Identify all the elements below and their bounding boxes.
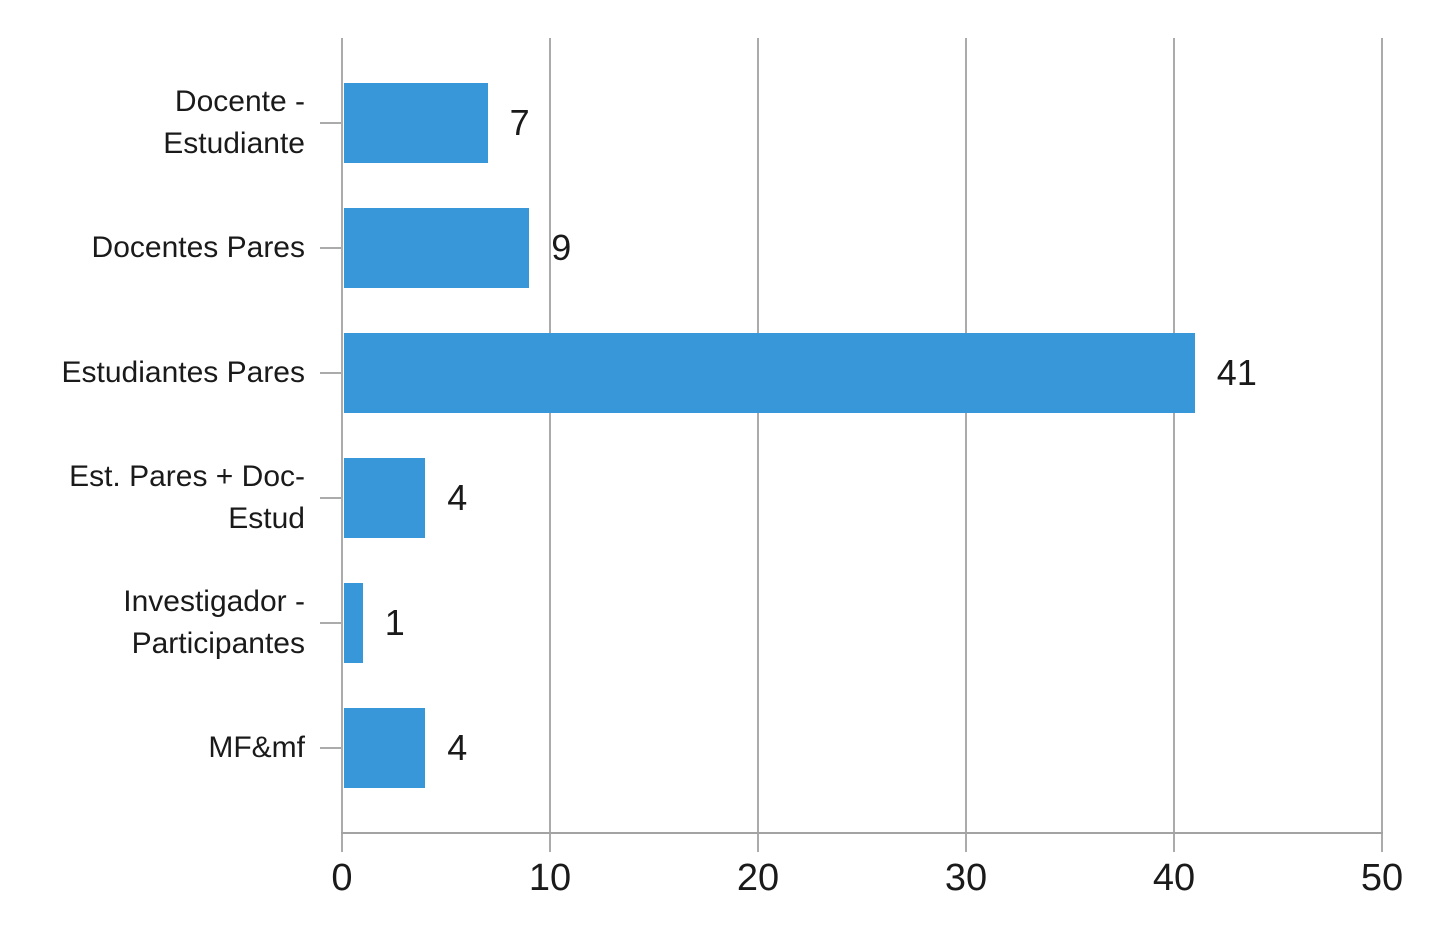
bar-value-label: 1 (384, 602, 405, 643)
category-label-text: Docente - Estudiante (163, 85, 305, 160)
category-label: Estudiantes Pares (18, 308, 305, 438)
gridline (1173, 38, 1175, 852)
category-tick (320, 747, 342, 749)
gridline (341, 38, 343, 852)
bar-value-label: 4 (447, 477, 468, 518)
bar (344, 208, 530, 288)
gridline (549, 38, 551, 852)
gridline (1381, 38, 1383, 852)
x-tick-label: 50 (1360, 857, 1404, 899)
bar (344, 583, 363, 663)
bar (344, 333, 1195, 413)
category-tick (320, 247, 342, 249)
x-tick-label: 0 (331, 857, 353, 899)
category-label: Docentes Pares (18, 183, 305, 313)
category-tick (320, 622, 342, 624)
bar (344, 458, 426, 538)
bar-value-label: 4 (447, 727, 468, 768)
x-tick-label: 40 (1152, 857, 1196, 899)
x-tick-label: 10 (528, 857, 572, 899)
bar-value-label: 9 (551, 227, 572, 268)
category-label: Est. Pares + Doc-Estud (18, 433, 305, 563)
category-label-text: Docentes Pares (91, 231, 305, 264)
category-label-text: Estudiantes Pares (61, 356, 305, 389)
bar-value-label: 7 (509, 102, 530, 143)
x-tick-label: 30 (944, 857, 988, 899)
category-label-text: Est. Pares + Doc-Estud (69, 460, 305, 535)
category-label: MF&mf (18, 683, 305, 813)
category-label: Investigador - Participantes (18, 558, 305, 688)
gridline (757, 38, 759, 852)
gridline (965, 38, 967, 852)
x-tick-label: 20 (736, 857, 780, 899)
category-label-text: Investigador - Participantes (123, 585, 305, 660)
category-tick (320, 497, 342, 499)
category-label: Docente - Estudiante (18, 58, 305, 188)
bar (344, 708, 426, 788)
category-label-text: MF&mf (208, 731, 305, 764)
category-tick (320, 122, 342, 124)
x-axis-line (341, 832, 1383, 834)
bar-value-label: 41 (1216, 352, 1257, 393)
category-tick (320, 372, 342, 374)
bar (344, 83, 488, 163)
